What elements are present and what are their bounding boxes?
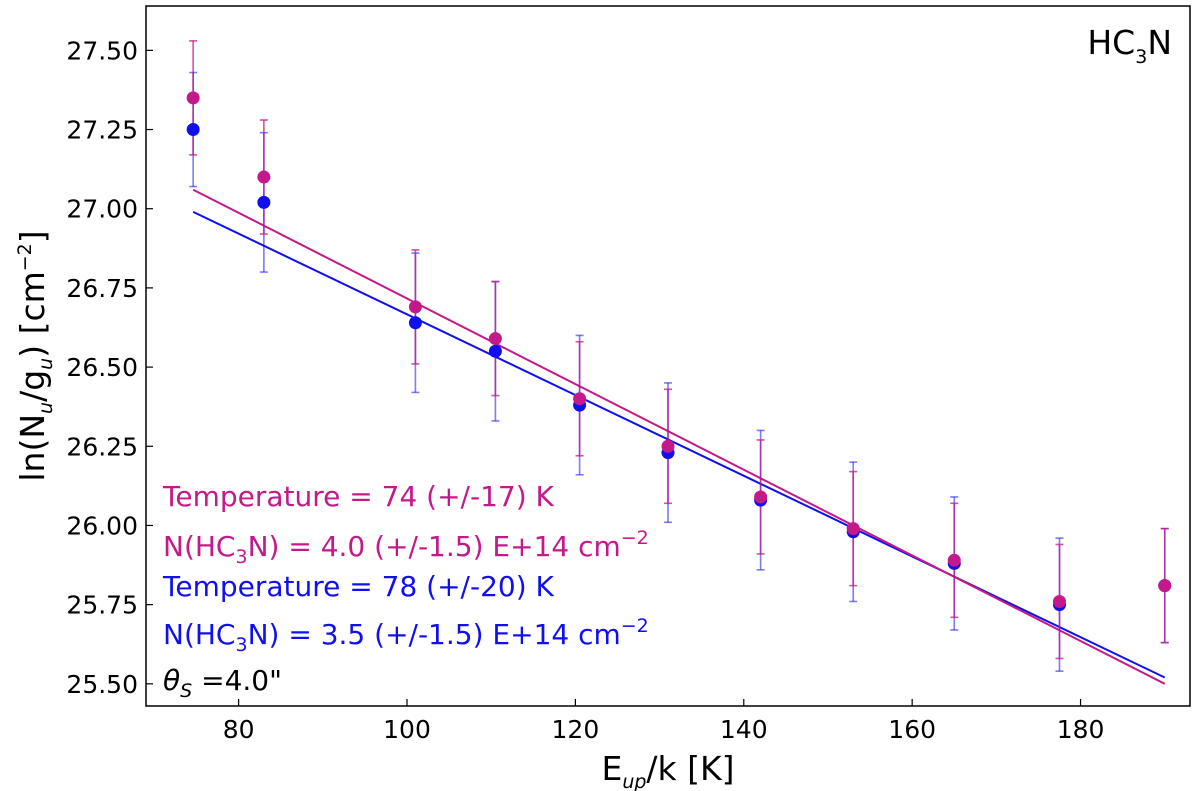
y-tick-label: 26.00	[66, 511, 138, 540]
blue-data-point	[257, 195, 271, 209]
magenta-data-point	[846, 522, 860, 536]
x-tick-label: 80	[223, 715, 255, 744]
plot-frame	[145, 5, 1191, 707]
molecule-label: HC3N	[1087, 23, 1172, 68]
y-tick-label: 27.25	[66, 116, 138, 145]
y-tick-label: 26.25	[66, 432, 138, 461]
magenta-data-point	[573, 392, 587, 406]
source-size-annotation: θS =4.0"	[163, 664, 282, 702]
y-tick-label: 27.50	[66, 36, 138, 65]
y-tick-label: 27.00	[66, 195, 138, 224]
magenta-data-point	[661, 439, 675, 453]
blue-data-point	[488, 344, 502, 358]
magenta-data-point	[754, 490, 768, 504]
x-tick-label: 100	[383, 715, 431, 744]
magenta-data-point	[257, 170, 271, 184]
magenta-column-annotation: N(HC3N) = 4.0 (+/-1.5) E+14 cm−2	[163, 527, 649, 568]
magenta-fit-line	[192, 188, 1166, 685]
axis-ticks: 80 100 120 140 160 180 25.50 25.75 26.00 26.25 26.…	[66, 36, 1104, 744]
y-tick-label: 25.50	[66, 670, 138, 699]
blue-fit-line	[192, 210, 1166, 679]
x-tick-label: 180	[1057, 715, 1105, 744]
blue-column-annotation: N(HC3N) = 3.5 (+/-1.5) E+14 cm−2	[163, 615, 649, 656]
blue-temperature-annotation: Temperature = 78 (+/-20) K	[162, 570, 555, 603]
data-points	[186, 91, 1172, 612]
x-axis-label: Eup/k [K]	[601, 749, 734, 791]
magenta-data-point	[408, 300, 422, 314]
magenta-data-point	[488, 332, 502, 346]
magenta-data-point	[1158, 579, 1172, 593]
y-tick-label: 26.50	[66, 353, 138, 382]
x-tick-label: 160	[888, 715, 936, 744]
y-tick-label: 25.75	[66, 591, 138, 620]
x-tick-label: 140	[720, 715, 768, 744]
magenta-data-point	[1053, 594, 1066, 608]
x-tick-label: 120	[552, 715, 600, 744]
magenta-data-point	[947, 553, 961, 567]
y-tick-label: 26.75	[66, 274, 138, 303]
y-axis-label: ln(Nu/gu) [cm−2]	[13, 230, 57, 481]
blue-data-point	[408, 316, 422, 330]
blue-data-point	[186, 123, 200, 137]
fit-lines	[192, 188, 1166, 685]
magenta-temperature-annotation: Temperature = 74 (+/-17) K	[162, 480, 555, 513]
magenta-data-point	[186, 91, 200, 105]
